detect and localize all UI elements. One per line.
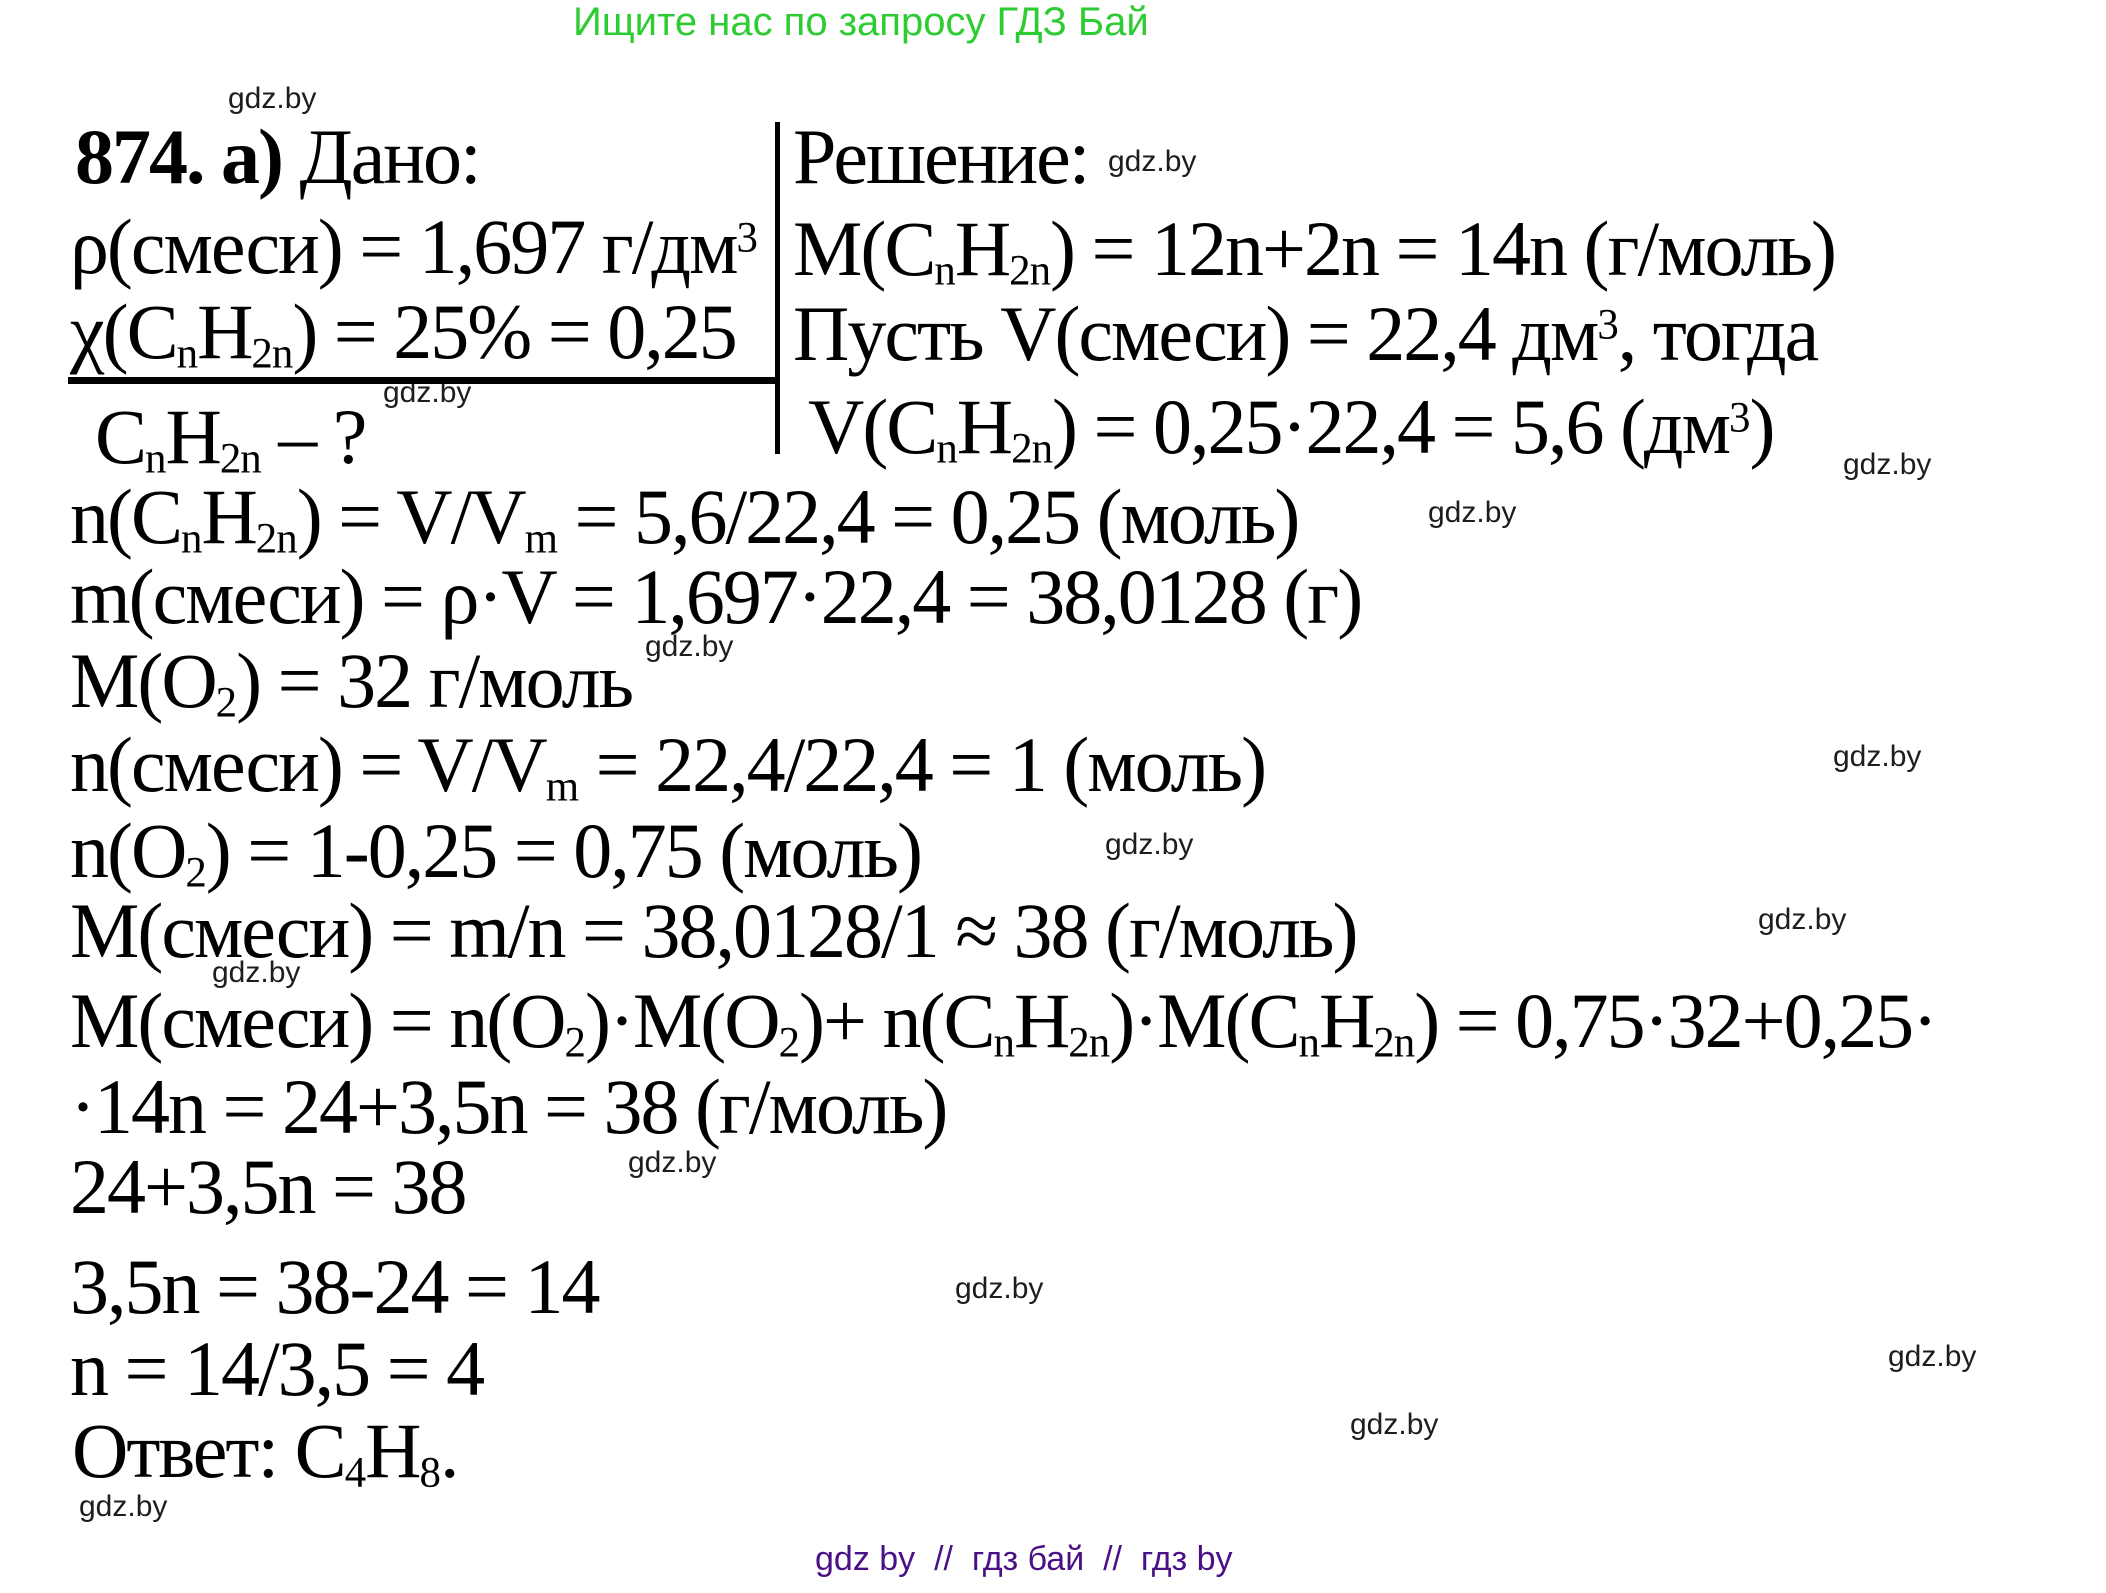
- gdz-watermark: gdz.by: [79, 1490, 168, 1523]
- solution-step: ·14n = 24+3,5n = 38 (г/моль): [70, 1063, 948, 1150]
- gdz-watermark: gdz.by: [1888, 1340, 1977, 1373]
- answer-line: Ответ: C4H8.: [72, 1407, 459, 1497]
- solution-line: M(CnH2n) = 12n+2n = 14n (г/моль): [793, 205, 1837, 295]
- column-divider-line: [775, 122, 780, 454]
- solution-step: n(CnH2n) = V/Vm = 5,6/22,4 = 0,25 (моль): [70, 473, 1300, 563]
- solution-step: n(O2) = 1-0,25 = 0,75 (моль): [70, 807, 923, 897]
- given-title: Дано:: [299, 113, 481, 200]
- given-divider-line: [68, 377, 776, 384]
- given-line: ρ(смеси) = 1,697 г/дм3: [70, 203, 758, 290]
- problem-header-row: 874. a) Дано:: [75, 118, 482, 196]
- footer-links: gdz by // гдз бай // гдз by: [815, 1540, 1233, 1578]
- gdz-watermark: gdz.by: [645, 630, 734, 663]
- solution-step: m(смеси) = ρ·V = 1,697·22,4 = 38,0128 (г…: [70, 553, 1363, 640]
- gdz-watermark: gdz.by: [228, 82, 317, 115]
- given-find-line: CnH2n – ?: [95, 393, 367, 483]
- solution-step: M(O2) = 32 г/моль: [70, 637, 634, 727]
- solution-step: M(смеси) = n(O2)·M(O2)+ n(CnH2n)·M(CnH2n…: [70, 977, 1938, 1067]
- gdz-watermark: gdz.by: [628, 1146, 717, 1179]
- solution-line: V(CnH2n) = 0,25·22,4 = 5,6 (дм3): [808, 383, 1775, 473]
- solution-step: M(смеси) = m/n = 38,0128/1 ≈ 38 (г/моль): [70, 887, 1358, 974]
- solution-step: 24+3,5n = 38: [70, 1143, 467, 1230]
- solution-step: n = 14/3,5 = 4: [70, 1325, 485, 1412]
- gdz-watermark: gdz.by: [1833, 740, 1922, 773]
- gdz-watermark: gdz.by: [1350, 1408, 1439, 1441]
- solution-title: Решение:: [793, 113, 1090, 200]
- gdz-watermark: gdz.by: [1428, 496, 1517, 529]
- gdz-watermark: gdz.by: [212, 956, 301, 989]
- gdz-watermark: gdz.by: [955, 1272, 1044, 1305]
- gdz-watermark: gdz.by: [1758, 903, 1847, 936]
- site-promo-banner: Ищите нас по запросу ГДЗ Бай: [573, 0, 1149, 44]
- given-line: χ(CnH2n) = 25% = 0,25: [70, 288, 738, 378]
- gdz-watermark: gdz.by: [1108, 145, 1197, 178]
- gdz-watermark: gdz.by: [1105, 828, 1194, 861]
- gdz-watermark: gdz.by: [1843, 448, 1932, 481]
- solution-step: 3,5n = 38-24 = 14: [70, 1243, 600, 1330]
- problem-number: 874. a): [75, 113, 300, 200]
- solution-step: n(смеси) = V/Vm = 22,4/22,4 = 1 (моль): [70, 721, 1267, 811]
- solution-line: Пусть V(смеси) = 22,4 дм3, тогда: [793, 290, 1819, 377]
